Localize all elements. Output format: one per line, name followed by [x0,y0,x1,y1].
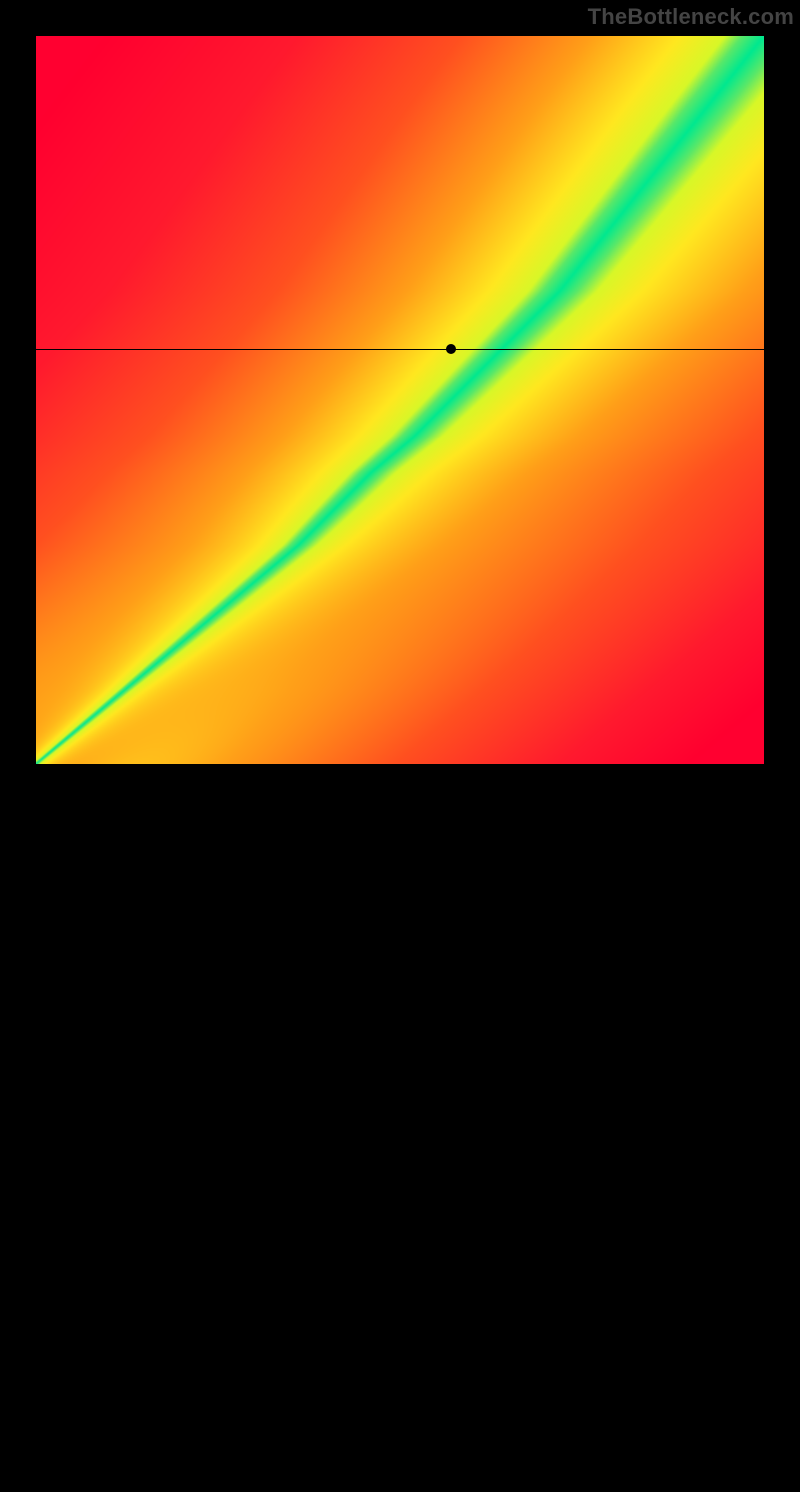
intersection-point [446,344,456,354]
watermark-text: TheBottleneck.com [588,4,794,30]
crosshair-horizontal [36,349,764,350]
heatmap-plot [36,36,764,764]
heatmap-canvas [36,36,764,764]
crosshair-vertical [451,764,452,1492]
